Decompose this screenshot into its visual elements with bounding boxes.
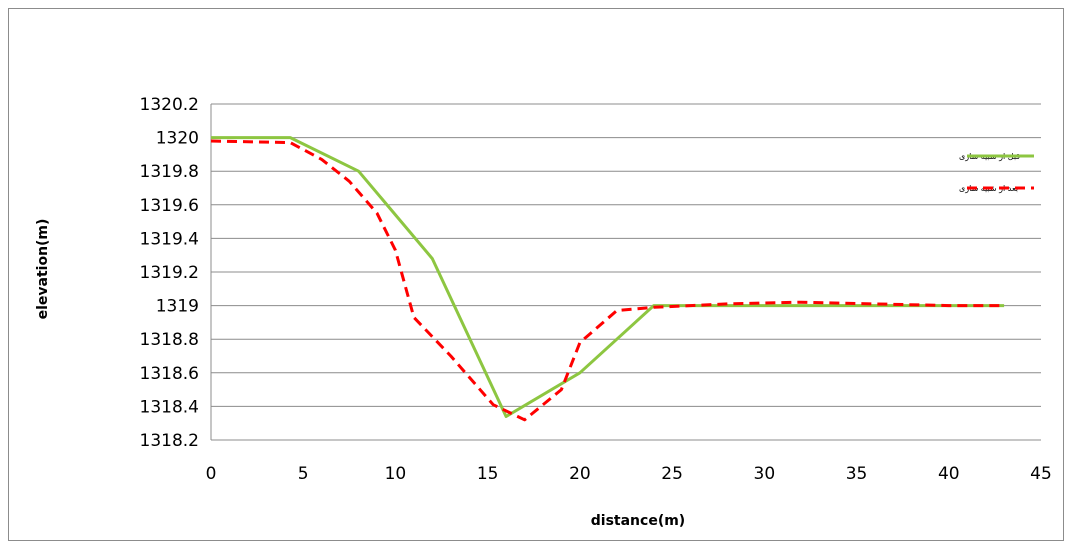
- y-tick-label: 1319.2: [140, 263, 199, 283]
- x-tick-label: 5: [298, 464, 309, 484]
- x-tick-label: 40: [938, 464, 960, 484]
- x-tick-label: 35: [846, 464, 868, 484]
- y-tick-label: 1318.8: [140, 330, 199, 350]
- y-tick-label: 1320.2: [140, 95, 199, 115]
- y-axis-title: elevation(m): [35, 219, 51, 320]
- x-tick-label: 25: [661, 464, 683, 484]
- line-chart: 0 5 10 15 20 25 30 35 40 45 1320.2 1320 1319.8 1319.…: [35, 95, 1052, 529]
- series-line-2: [210, 139, 1005, 422]
- x-tick-label: 10: [385, 464, 407, 484]
- chart-frame: 0 5 10 15 20 25 30 35 40 45 1320.2 1320 1319.8 1319.…: [8, 8, 1064, 541]
- y-tick-label: 1319: [156, 297, 199, 317]
- series-line-1: [211, 136, 1005, 418]
- y-tick-label: 1319.6: [140, 196, 199, 216]
- x-tick-labels: 0 5 10 15 20 25 30 35 40 45: [206, 464, 1052, 484]
- y-tick-label: 1320: [156, 129, 199, 149]
- x-axis-title: distance(m): [591, 513, 685, 529]
- x-tick-label: 45: [1030, 464, 1052, 484]
- y-tick-label: 1319.4: [140, 229, 199, 249]
- x-tick-label: 15: [477, 464, 499, 484]
- legend: قبل از شبیه سازیبعد از شبیه سازی: [959, 152, 1034, 193]
- series-lines: [210, 136, 1005, 422]
- y-tick-label: 1318.6: [140, 364, 199, 384]
- y-tick-label: 1318.2: [140, 431, 199, 451]
- x-tick-label: 30: [754, 464, 776, 484]
- x-tick-label: 20: [569, 464, 591, 484]
- grid-lines: [210, 103, 1041, 441]
- y-tick-label: 1319.8: [140, 162, 199, 182]
- y-tick-labels: 1320.2 1320 1319.8 1319.6 1319.4 1319.2 1319 13…: [140, 95, 199, 451]
- x-tick-label: 0: [206, 464, 217, 484]
- y-tick-label: 1318.4: [140, 397, 199, 417]
